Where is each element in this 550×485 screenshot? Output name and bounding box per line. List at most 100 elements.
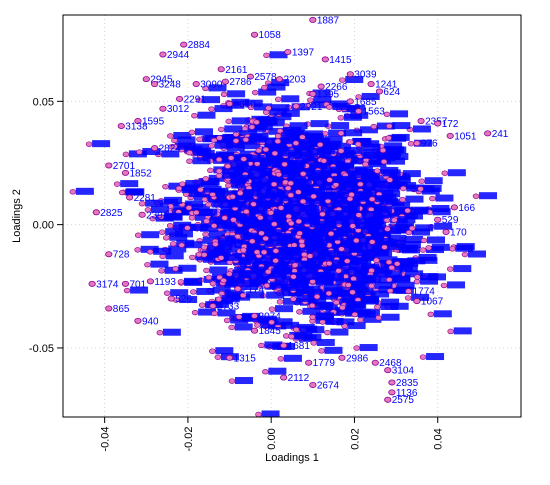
- point-marker: [484, 130, 492, 137]
- point-marker: [250, 312, 259, 319]
- cloud-point-label: [192, 157, 211, 165]
- cloud-point-label: [405, 236, 424, 244]
- cloud-point: [236, 190, 244, 196]
- cloud-point-label: [215, 347, 234, 355]
- cloud-point-label: [231, 117, 250, 125]
- cloud-point-label: [238, 204, 257, 212]
- point-marker: [450, 204, 458, 211]
- cloud-point-label: [394, 207, 413, 215]
- point-label: 624: [383, 87, 400, 98]
- point-marker: [121, 280, 130, 287]
- point-label: 3174: [96, 279, 119, 290]
- cloud-point-label: [373, 210, 392, 218]
- cloud-point-label: [222, 171, 241, 179]
- cloud-point-label: [169, 233, 188, 241]
- cloud-point: [255, 411, 262, 418]
- cloud-point: [446, 266, 454, 272]
- point-label: 2391: [146, 210, 169, 221]
- cloud-point: [287, 180, 295, 186]
- cloud-point-label: [376, 122, 395, 130]
- cloud-point-label: [306, 266, 325, 274]
- cloud-point-label: [278, 246, 297, 254]
- cloud-point-label: [281, 95, 300, 103]
- cloud-point-label: [130, 286, 149, 294]
- cloud-point: [264, 269, 272, 275]
- cloud-point: [404, 207, 411, 214]
- cloud-point: [229, 194, 236, 200]
- cloud-point: [185, 205, 193, 211]
- cloud-point-label: [232, 269, 251, 277]
- point-marker: [105, 305, 113, 312]
- cloud-point: [205, 274, 213, 281]
- cloud-point: [189, 254, 196, 261]
- cloud-point: [339, 304, 346, 311]
- cloud-point-label: [341, 218, 360, 226]
- point-marker: [442, 229, 450, 236]
- cloud-point-label: [387, 243, 406, 251]
- point-label: 1595: [142, 117, 165, 128]
- cloud-point-label: [479, 192, 498, 200]
- cloud-point: [351, 311, 359, 318]
- point-label: 1067: [421, 297, 444, 308]
- cloud-point-label: [394, 263, 413, 271]
- cloud-point: [384, 226, 391, 232]
- cloud-point-label: [348, 263, 367, 271]
- cloud-point-label: [312, 89, 331, 97]
- point-label: 2986: [346, 353, 369, 364]
- y-axis-title: Loadings 2: [11, 189, 23, 243]
- point-label: 2884: [188, 40, 211, 51]
- cloud-point: [198, 302, 206, 308]
- cloud-point: [306, 253, 314, 259]
- cloud-point-label: [415, 224, 434, 232]
- cloud-point: [243, 208, 250, 215]
- cloud-point-label: [214, 141, 233, 149]
- cloud-point-label: [281, 132, 300, 140]
- cloud-point: [408, 225, 416, 232]
- cloud-point-label: [308, 297, 327, 305]
- cloud-point: [123, 287, 131, 294]
- cloud-point-label: [277, 238, 296, 246]
- cloud-point-label: [404, 212, 423, 220]
- cloud-point-label: [359, 344, 378, 352]
- cloud-point-label: [200, 224, 219, 232]
- cloud-point-label: [325, 233, 344, 241]
- cloud-point-label: [168, 245, 187, 253]
- point-label: 170: [450, 228, 467, 239]
- cloud-point-label: [392, 176, 411, 184]
- cloud-point: [308, 302, 316, 309]
- cloud-point-label: [315, 301, 334, 309]
- point-label: 3104: [392, 366, 415, 377]
- point-label: 2578: [254, 72, 277, 83]
- cloud-point-label: [341, 205, 360, 213]
- cloud-point: [357, 317, 364, 323]
- cloud-point-label: [203, 185, 222, 193]
- cloud-point-label: [319, 183, 338, 191]
- cloud-point-label: [351, 281, 370, 289]
- cloud-point: [379, 147, 387, 154]
- cloud-point-label: [312, 252, 331, 260]
- cloud-point-label: [336, 308, 355, 316]
- cloud-point-label: [373, 270, 392, 278]
- cloud-point-label: [184, 241, 203, 249]
- point-label: 166: [458, 203, 475, 214]
- cloud-point-label: [145, 199, 164, 207]
- cloud-point-label: [294, 332, 313, 340]
- cloud-point: [368, 196, 376, 202]
- cloud-point-label: [357, 249, 376, 257]
- cloud-point: [166, 223, 174, 229]
- cloud-point-label: [332, 103, 351, 111]
- point-marker: [105, 162, 113, 169]
- cloud-point: [253, 119, 260, 125]
- point-marker: [384, 396, 392, 403]
- cloud-point-label: [298, 204, 317, 212]
- cloud-point-label: [325, 317, 344, 325]
- point-marker: [167, 295, 175, 302]
- cloud-point: [326, 104, 333, 110]
- cloud-point-label: [291, 103, 310, 111]
- cloud-point: [118, 189, 126, 196]
- cloud-point-label: [217, 221, 236, 229]
- cloud-point-label: [420, 273, 439, 281]
- point-marker: [434, 216, 442, 223]
- cloud-point-label: [336, 250, 355, 258]
